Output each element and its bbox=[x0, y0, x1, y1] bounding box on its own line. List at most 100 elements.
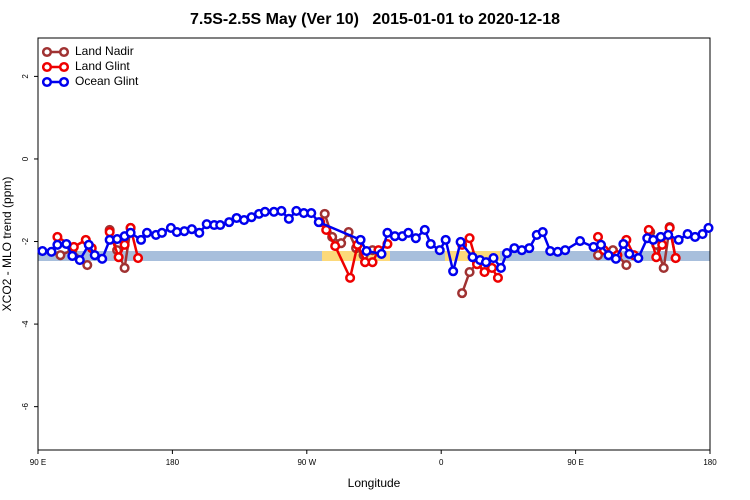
data-point bbox=[457, 288, 468, 299]
data-point bbox=[55, 250, 66, 261]
data-point bbox=[479, 267, 490, 278]
data-point bbox=[319, 208, 330, 219]
data-point bbox=[434, 245, 445, 256]
data-point bbox=[306, 207, 317, 219]
data-point bbox=[125, 227, 136, 238]
data-point bbox=[259, 206, 271, 217]
data-point bbox=[610, 253, 621, 264]
data-point bbox=[658, 262, 669, 273]
legend-marker bbox=[58, 46, 70, 58]
data-point bbox=[97, 253, 108, 264]
data-point bbox=[104, 226, 115, 238]
data-point bbox=[657, 239, 668, 250]
data-point bbox=[595, 239, 607, 250]
legend-marker bbox=[58, 76, 70, 88]
data-point bbox=[133, 252, 144, 264]
data-point bbox=[141, 227, 153, 238]
data-point bbox=[524, 243, 535, 254]
legend-text: Land Nadir bbox=[75, 44, 134, 58]
data-point bbox=[419, 224, 430, 236]
data-point bbox=[560, 245, 571, 256]
data-point bbox=[537, 226, 548, 238]
data-point bbox=[697, 229, 708, 240]
data-point bbox=[83, 239, 94, 250]
data-point bbox=[330, 241, 341, 252]
data-point bbox=[186, 224, 197, 235]
data-point bbox=[52, 239, 63, 250]
x-tick-label: 90 W bbox=[297, 458, 316, 467]
data-point bbox=[621, 260, 632, 271]
plot-frame bbox=[37, 37, 711, 451]
data-point bbox=[215, 219, 226, 231]
data-point bbox=[119, 239, 130, 250]
data-point bbox=[624, 248, 635, 259]
data-point bbox=[455, 236, 466, 247]
data-point bbox=[67, 250, 78, 262]
y-tick-label: -2 bbox=[21, 237, 30, 245]
data-point bbox=[135, 234, 147, 245]
data-point bbox=[89, 250, 100, 261]
data-point bbox=[113, 252, 124, 263]
data-point bbox=[440, 234, 451, 245]
x-tick-label: 0 bbox=[439, 458, 444, 467]
data-point bbox=[501, 248, 512, 259]
data-point bbox=[592, 231, 604, 243]
data-point bbox=[283, 213, 294, 224]
data-point bbox=[663, 229, 674, 240]
data-point bbox=[194, 227, 205, 238]
data-point bbox=[492, 272, 503, 283]
data-point bbox=[403, 227, 414, 238]
y-tick-label: 0 bbox=[21, 156, 30, 161]
data-point bbox=[425, 238, 436, 250]
data-point bbox=[495, 262, 506, 273]
data-point bbox=[37, 245, 48, 257]
data-point bbox=[361, 245, 372, 257]
data-point bbox=[592, 250, 604, 261]
data-point bbox=[156, 227, 167, 238]
legend-text: Ocean Glint bbox=[75, 74, 139, 88]
legend-marker bbox=[41, 46, 53, 58]
data-point bbox=[464, 267, 475, 278]
data-point bbox=[670, 252, 681, 264]
x-tick-label: 180 bbox=[166, 458, 180, 467]
data-point bbox=[355, 234, 366, 245]
legend-text: Land Glint bbox=[75, 59, 130, 73]
data-point bbox=[603, 250, 614, 261]
x-axis-label: Longitude bbox=[348, 476, 401, 490]
data-point bbox=[448, 266, 459, 277]
data-point bbox=[224, 217, 235, 228]
data-point bbox=[488, 252, 499, 264]
data-point bbox=[74, 255, 85, 266]
y-tick-label: 2 bbox=[21, 74, 30, 79]
x-tick-label: 90 E bbox=[567, 458, 583, 467]
y-tick-label: -4 bbox=[21, 320, 30, 328]
data-point bbox=[643, 224, 654, 236]
x-tick-label: 90 E bbox=[30, 458, 46, 467]
data-point bbox=[575, 236, 586, 247]
data-point bbox=[367, 257, 378, 268]
data-point bbox=[618, 238, 629, 250]
legend-marker bbox=[41, 76, 53, 88]
legend-marker bbox=[41, 61, 53, 73]
data-point bbox=[276, 205, 287, 217]
legend-marker bbox=[58, 61, 70, 73]
data-point bbox=[673, 234, 684, 245]
data-point bbox=[82, 260, 93, 271]
data-point bbox=[633, 252, 644, 264]
data-point bbox=[410, 233, 421, 244]
data-point bbox=[464, 233, 475, 244]
chart-title: 7.5S-2.5S May (Ver 10) 2015-01-01 to 202… bbox=[190, 11, 560, 28]
y-axis-label: XCO2 - MLO trend (ppm) bbox=[0, 177, 14, 312]
data-point bbox=[376, 248, 387, 259]
data-point bbox=[486, 262, 498, 273]
data-point bbox=[703, 222, 714, 233]
data-point bbox=[345, 272, 356, 283]
data-point bbox=[52, 231, 63, 243]
y-tick-label: -6 bbox=[21, 403, 30, 411]
data-point bbox=[480, 257, 492, 268]
data-point bbox=[61, 238, 72, 250]
data-point bbox=[313, 217, 324, 228]
data-point bbox=[119, 262, 130, 273]
x-tick-label: 180 bbox=[703, 458, 717, 467]
